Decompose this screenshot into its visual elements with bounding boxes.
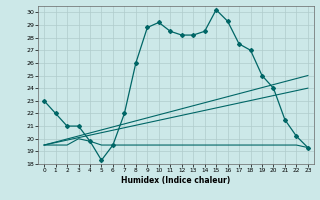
X-axis label: Humidex (Indice chaleur): Humidex (Indice chaleur) xyxy=(121,176,231,185)
